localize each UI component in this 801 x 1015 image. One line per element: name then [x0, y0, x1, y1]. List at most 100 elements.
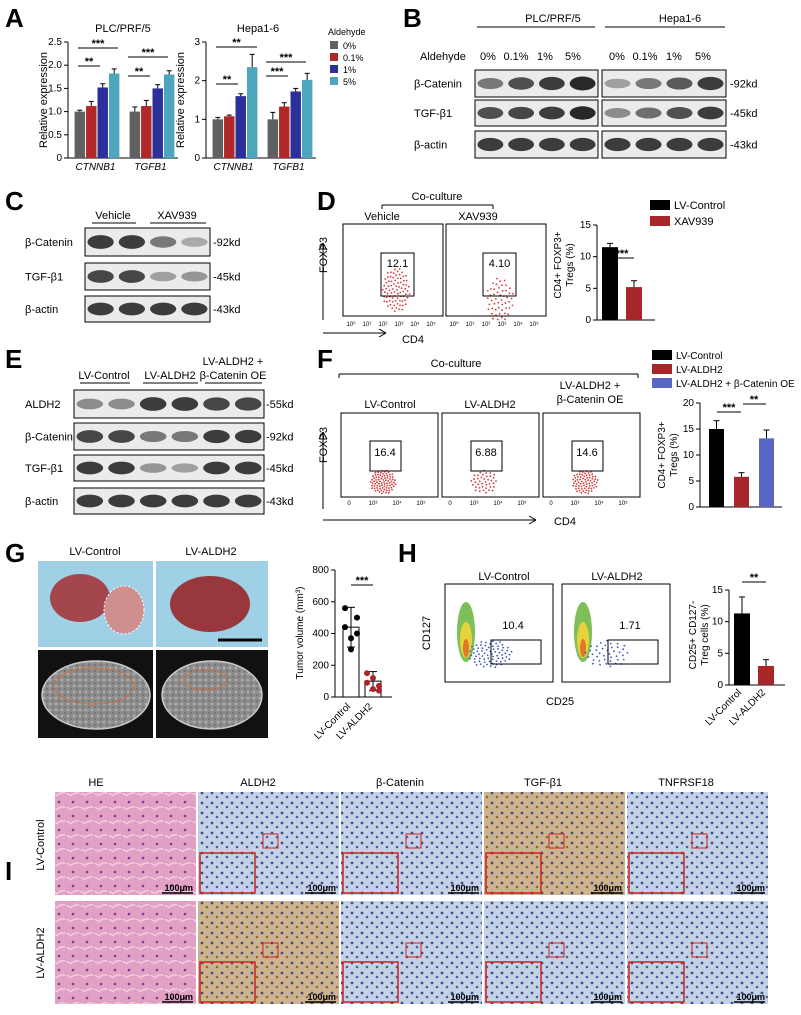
- event-dot: [475, 644, 478, 647]
- event-dot: [388, 491, 390, 494]
- zoom-inset: [485, 852, 542, 894]
- event-dot: [485, 475, 488, 478]
- size-marker: -92kd: [213, 237, 241, 249]
- dose-label: 5%: [695, 51, 711, 63]
- blot-plc-band: [508, 77, 535, 90]
- x-tick-label-CTNNB1: CTNNB1: [213, 162, 253, 173]
- zoom-inset: [199, 852, 256, 894]
- event-dot: [588, 490, 590, 492]
- event-dot: [497, 301, 500, 304]
- x-tick-label: 10⁴: [493, 500, 503, 507]
- roi-box: [405, 833, 422, 849]
- event-dot: [396, 289, 398, 291]
- column-label: β-Catenin: [376, 777, 424, 789]
- blot-e-band: [139, 397, 167, 411]
- flow-plot-lv-aldh2: [441, 412, 540, 498]
- x-tick-label: 10⁴: [594, 500, 604, 507]
- y-axis-title: Tumor volume (mm³): [295, 587, 306, 680]
- blot-plc-band: [477, 77, 504, 90]
- blot-c-band: [87, 270, 114, 283]
- x-tick-label-TGFB1: TGFB1: [272, 162, 304, 173]
- x-tick-label: 10¹: [466, 322, 475, 328]
- gate: [482, 252, 517, 297]
- y-axis-title: Tregs (%): [565, 243, 576, 287]
- y-tick-label: 1: [194, 114, 200, 125]
- event-dot: [584, 472, 586, 475]
- event-dot: [385, 472, 388, 475]
- event-dot: [590, 490, 593, 492]
- protein-label: β-Catenin: [414, 79, 462, 91]
- x-tick-label: 10³: [395, 322, 404, 328]
- significance-stars: **: [135, 66, 144, 78]
- blot-hepa-band: [666, 137, 693, 152]
- blot-hepa-band: [666, 77, 693, 90]
- event-dot: [576, 473, 578, 476]
- bar-5%: [301, 79, 313, 158]
- event-dot: [622, 658, 625, 661]
- zoom-inset: [342, 852, 399, 894]
- event-dot: [495, 660, 498, 663]
- blot-e-band: [203, 397, 230, 411]
- y-tick-label: 1.5: [48, 83, 62, 94]
- flow-plot-vehicle: [342, 223, 444, 317]
- event-dot: [391, 488, 393, 491]
- event-dot: [591, 475, 594, 478]
- density-core: [463, 639, 469, 657]
- event-dot: [501, 316, 503, 319]
- event-dot: [588, 482, 591, 485]
- event-dot: [487, 646, 490, 649]
- y-axis-title: CD25+ CD127-: [688, 601, 699, 670]
- significance-stars: ***: [280, 52, 294, 64]
- bar-5%: [246, 67, 258, 158]
- event-dot: [489, 475, 492, 478]
- y-axis-title: CD4+ FOXP3+: [553, 231, 564, 298]
- gate: [369, 440, 402, 472]
- column-label: ALDH2: [240, 777, 275, 789]
- event-dot: [493, 288, 496, 291]
- event-dot: [470, 480, 473, 482]
- arrow-head: [322, 242, 328, 251]
- arrow-head: [378, 328, 387, 334]
- event-dot: [406, 296, 409, 299]
- event-dot: [577, 476, 579, 478]
- event-dot: [380, 471, 382, 474]
- blot-e-band: [234, 397, 262, 411]
- bar-XAV939: [626, 287, 642, 320]
- plot-label: LV-Control: [478, 571, 529, 583]
- event-dot: [615, 655, 618, 658]
- event-dot: [492, 655, 494, 658]
- event-dot: [469, 650, 472, 652]
- event-dot: [396, 302, 399, 305]
- blot-plc-band: [569, 76, 596, 91]
- event-dot: [387, 471, 390, 474]
- event-dot: [593, 480, 595, 483]
- event-dot: [387, 480, 390, 482]
- event-dot: [575, 488, 577, 490]
- event-dot: [504, 660, 507, 662]
- event-dot: [599, 663, 601, 666]
- event-dot: [489, 472, 492, 474]
- event-dot: [498, 287, 500, 289]
- event-dot: [391, 483, 393, 486]
- event-dot: [399, 281, 402, 284]
- event-dot: [484, 644, 487, 647]
- legend-label: LV-ALDH2: [676, 365, 723, 376]
- significance-stars: ***: [356, 575, 370, 587]
- bar-5%: [108, 73, 120, 158]
- event-dot: [591, 473, 594, 475]
- y-tick-label: 3: [194, 37, 200, 48]
- roi-box: [405, 942, 422, 958]
- size-marker: -55kd: [266, 399, 294, 411]
- event-dot: [487, 478, 489, 481]
- event-dot: [378, 482, 380, 485]
- event-dot: [401, 304, 404, 307]
- event-dot: [481, 650, 483, 652]
- event-dot: [388, 489, 391, 492]
- event-dot: [503, 279, 506, 282]
- y-axis-title: Relative expression: [38, 52, 50, 148]
- event-dot: [626, 652, 629, 654]
- blot-e: [73, 389, 265, 419]
- data-point: [348, 635, 354, 642]
- event-dot: [512, 292, 514, 295]
- event-dot: [508, 658, 511, 661]
